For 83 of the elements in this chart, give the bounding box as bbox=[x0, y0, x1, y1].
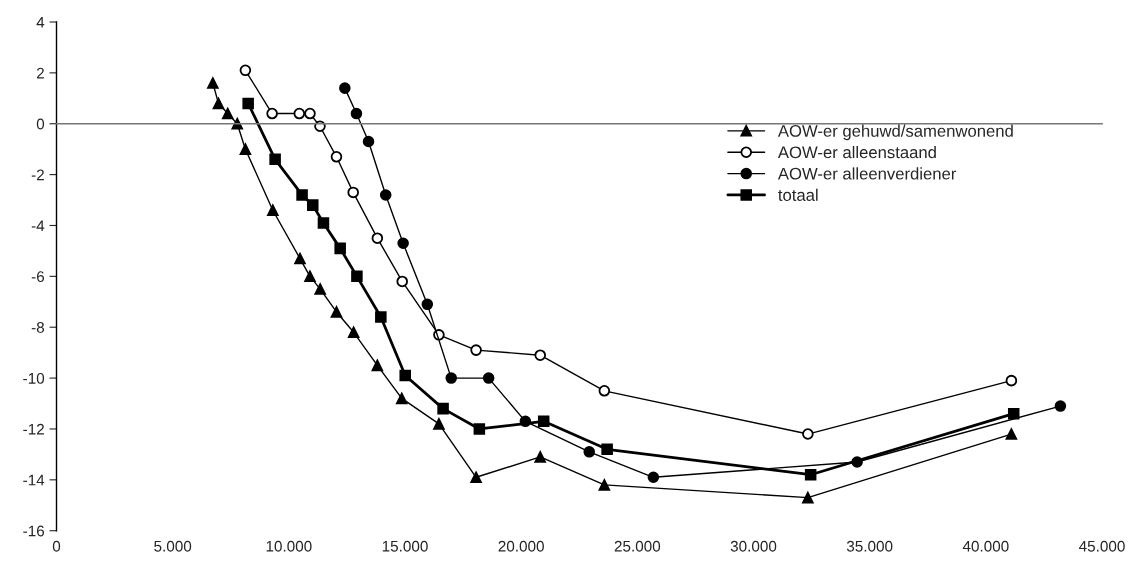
point bbox=[306, 199, 319, 211]
point bbox=[371, 359, 384, 372]
point bbox=[1054, 400, 1067, 412]
point bbox=[371, 232, 384, 244]
x-tick-label: 0 bbox=[52, 540, 61, 552]
point bbox=[304, 107, 316, 120]
x-tick-label: 40.000 bbox=[962, 540, 1009, 552]
legend-label: AOW-er gehuwd/samenwonend bbox=[777, 124, 1013, 141]
point bbox=[534, 451, 546, 463]
point bbox=[647, 471, 660, 484]
point bbox=[347, 326, 360, 339]
point bbox=[421, 298, 434, 311]
point bbox=[470, 344, 482, 356]
point bbox=[317, 217, 330, 229]
point bbox=[601, 443, 613, 456]
point bbox=[212, 97, 225, 110]
point bbox=[293, 107, 306, 120]
point bbox=[802, 428, 814, 440]
point bbox=[1005, 374, 1018, 387]
y-tick-label: 2 bbox=[36, 67, 44, 79]
y-tick-label: 4 bbox=[36, 17, 45, 28]
x-tick-label: 25.000 bbox=[614, 540, 661, 552]
y-tick-label: -12 bbox=[23, 423, 44, 435]
legend-label: AOW-er alleenstaand bbox=[777, 145, 936, 159]
y-tick-label: -16 bbox=[23, 525, 45, 537]
point bbox=[473, 423, 486, 435]
legend-label: totaal bbox=[778, 188, 818, 201]
x-tick-label: 5.000 bbox=[154, 540, 192, 552]
point bbox=[314, 283, 326, 295]
y-tick-label: 0 bbox=[36, 118, 45, 130]
x-tick-label: 30.000 bbox=[730, 540, 777, 552]
point bbox=[396, 275, 408, 288]
point bbox=[362, 135, 375, 148]
y-tick-label: -8 bbox=[31, 322, 45, 333]
point bbox=[347, 186, 359, 199]
point bbox=[1005, 428, 1018, 440]
point bbox=[304, 270, 316, 283]
point bbox=[231, 117, 244, 130]
point bbox=[242, 97, 254, 110]
point bbox=[395, 392, 408, 405]
point bbox=[239, 64, 252, 77]
point bbox=[1007, 407, 1020, 420]
point bbox=[379, 189, 392, 201]
x-tick-label: 45.000 bbox=[1078, 540, 1125, 552]
point bbox=[350, 107, 363, 120]
point bbox=[294, 252, 306, 265]
y-tick-label: -4 bbox=[31, 220, 45, 232]
y-tick-label: -6 bbox=[31, 271, 45, 283]
point bbox=[207, 77, 219, 89]
point bbox=[239, 143, 252, 155]
point bbox=[534, 349, 546, 361]
point bbox=[330, 151, 343, 163]
x-tick-label: 10.000 bbox=[266, 540, 312, 552]
point bbox=[399, 369, 411, 382]
x-tick-label: 15.000 bbox=[382, 540, 428, 552]
legend-label: AOW-er alleenverdiener bbox=[777, 167, 957, 180]
point bbox=[330, 306, 343, 318]
x-tick-label: 20.000 bbox=[498, 540, 544, 552]
y-tick-label: -2 bbox=[31, 169, 44, 181]
point bbox=[267, 204, 279, 216]
x-tick-label: 35.000 bbox=[846, 540, 893, 552]
point bbox=[583, 446, 596, 458]
point bbox=[470, 471, 482, 484]
point bbox=[334, 242, 346, 255]
y-tick-label: -14 bbox=[23, 474, 45, 486]
point bbox=[221, 107, 234, 120]
point bbox=[296, 189, 308, 201]
point bbox=[433, 418, 445, 430]
point bbox=[266, 107, 278, 120]
point bbox=[375, 311, 387, 323]
y-tick-label: -10 bbox=[23, 372, 45, 384]
point bbox=[537, 415, 550, 428]
point bbox=[802, 491, 814, 504]
point bbox=[339, 82, 351, 94]
point bbox=[598, 479, 611, 491]
point bbox=[482, 372, 495, 384]
point bbox=[397, 237, 409, 250]
point bbox=[598, 385, 611, 397]
point bbox=[804, 468, 817, 481]
point bbox=[269, 153, 281, 166]
point bbox=[445, 372, 458, 384]
point bbox=[437, 402, 449, 415]
point bbox=[351, 270, 363, 283]
